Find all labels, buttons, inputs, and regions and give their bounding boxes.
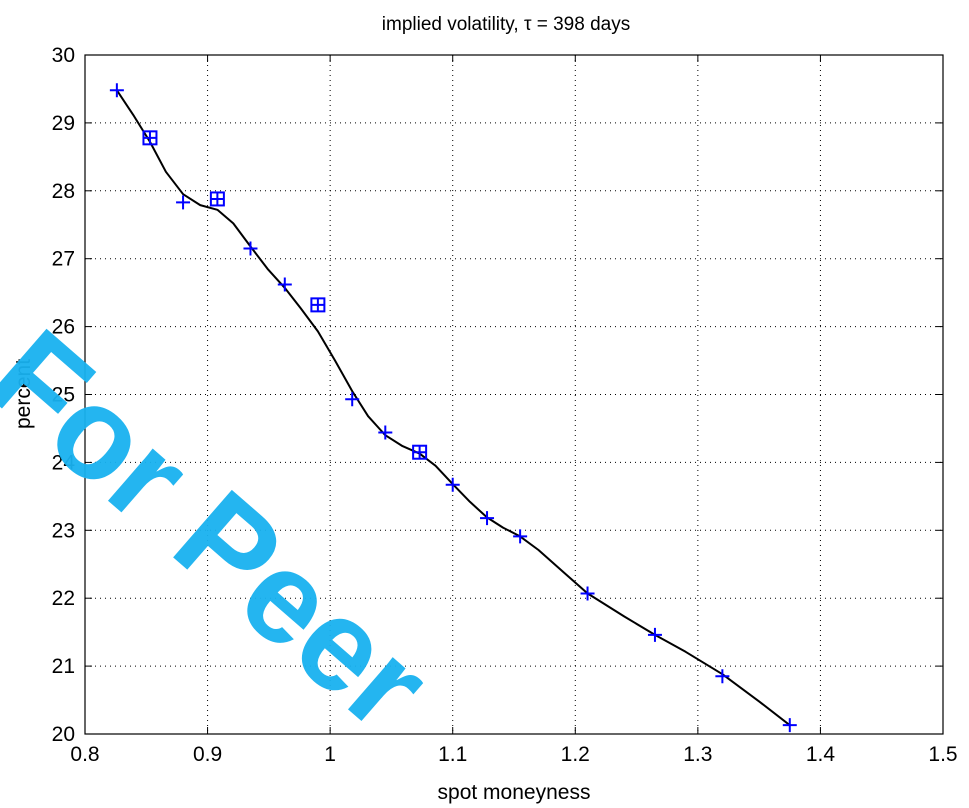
x-tick-label: 1.2 xyxy=(561,743,590,766)
y-axis-label: percent xyxy=(12,359,35,429)
y-tick-label: 30 xyxy=(52,44,75,67)
plus-marker xyxy=(176,195,191,210)
y-axis: 20 21 22 23 24 25 26 27 28 29 30 xyxy=(52,44,943,746)
fitted-curve xyxy=(116,89,791,726)
plus-marker xyxy=(277,277,292,292)
x-tick-label: 1.5 xyxy=(928,743,957,766)
x-tick-label: 0.8 xyxy=(70,743,99,766)
y-tick-label: 29 xyxy=(52,112,75,135)
plus-marker xyxy=(513,529,528,544)
plus-marker xyxy=(445,477,460,492)
y-tick-label: 22 xyxy=(52,587,75,610)
y-tick-label: 21 xyxy=(52,655,75,678)
x-tick-label: 0.9 xyxy=(193,743,222,766)
plus-marker xyxy=(480,511,495,526)
x-axis-label: spot moneyness xyxy=(438,781,591,804)
plus-marker xyxy=(142,130,157,145)
y-tick-label: 27 xyxy=(52,248,75,271)
plus-marker xyxy=(378,425,393,440)
plus-marker xyxy=(715,669,730,684)
plus-marker xyxy=(210,191,225,206)
plus-marker xyxy=(345,392,360,407)
x-tick-label: 1.4 xyxy=(806,743,836,766)
plus-marker xyxy=(782,718,797,733)
chart-title: implied volatility, τ = 398 days xyxy=(382,14,630,35)
y-tick-label: 28 xyxy=(52,180,75,203)
y-tick-label: 25 xyxy=(52,384,75,407)
x-axis: 0.8 0.9 1 1.1 1.2 1.3 1.4 1.5 xyxy=(70,55,958,766)
plus-marker xyxy=(580,586,595,601)
plus-marker xyxy=(243,241,258,256)
grid-lines xyxy=(85,55,943,734)
plus-marker xyxy=(412,445,427,460)
y-tick-label: 20 xyxy=(52,723,75,746)
x-tick-label: 1.3 xyxy=(683,743,712,766)
plus-marker xyxy=(310,297,325,312)
x-tick-label: 1.1 xyxy=(438,743,467,766)
y-tick-label: 24 xyxy=(52,451,76,474)
data-layer xyxy=(109,83,797,733)
plot-frame xyxy=(84,54,944,735)
y-tick-label: 23 xyxy=(52,519,75,542)
plus-marker xyxy=(109,83,124,98)
y-tick-label: 26 xyxy=(52,316,75,339)
x-tick-label: 1 xyxy=(324,743,336,766)
plus-marker xyxy=(647,627,662,642)
